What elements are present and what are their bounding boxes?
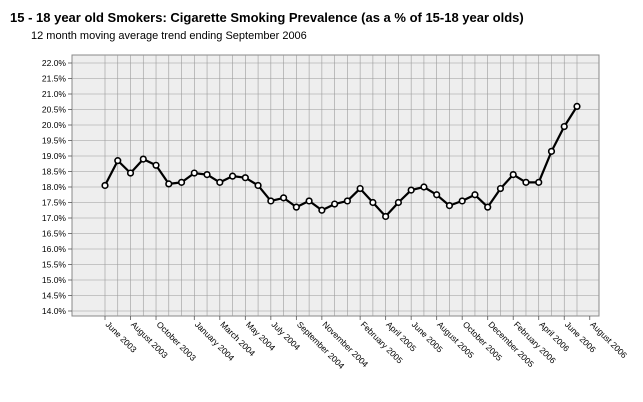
data-point bbox=[420, 183, 428, 191]
data-point bbox=[509, 171, 517, 179]
y-tick-label: 14.0% bbox=[42, 306, 67, 316]
data-point bbox=[407, 186, 415, 194]
data-point bbox=[267, 197, 275, 205]
y-tick-label: 15.5% bbox=[42, 260, 67, 270]
x-tick-label: September 2004 bbox=[295, 319, 347, 371]
data-point bbox=[535, 178, 543, 186]
y-tick-label: 16.5% bbox=[42, 229, 67, 239]
y-tick-label: 15.0% bbox=[42, 275, 67, 285]
data-point bbox=[382, 212, 390, 221]
data-point bbox=[152, 161, 160, 169]
data-point bbox=[126, 169, 135, 177]
data-point bbox=[484, 203, 492, 211]
y-tick-label: 17.5% bbox=[42, 198, 67, 208]
y-tick-label: 18.0% bbox=[42, 182, 67, 192]
data-point bbox=[573, 102, 581, 110]
data-point bbox=[241, 174, 249, 182]
plot-area bbox=[71, 54, 600, 317]
grid bbox=[72, 55, 599, 316]
data-point bbox=[458, 197, 466, 205]
data-point bbox=[101, 181, 109, 190]
y-tick-label: 21.5% bbox=[42, 74, 67, 84]
y-tick-label: 16.0% bbox=[42, 244, 67, 254]
data-point bbox=[216, 178, 224, 186]
data-point bbox=[279, 194, 288, 202]
data-point bbox=[433, 191, 441, 199]
data-point bbox=[496, 184, 505, 193]
y-tick-label: 19.0% bbox=[42, 151, 67, 161]
series-smoking-prevalence bbox=[101, 102, 581, 221]
data-point bbox=[228, 172, 237, 180]
data-point bbox=[254, 181, 262, 190]
chart-subtitle: 12 month moving average trend ending Sep… bbox=[31, 30, 307, 42]
data-point bbox=[445, 202, 454, 210]
chart-title: 15 - 18 year old Smokers: Cigarette Smok… bbox=[10, 10, 524, 25]
data-point bbox=[318, 206, 326, 214]
data-point bbox=[369, 198, 377, 207]
data-point bbox=[522, 178, 530, 186]
data-point bbox=[177, 178, 186, 186]
data-point bbox=[203, 171, 211, 179]
data-point bbox=[560, 122, 568, 131]
y-tick-label: 20.0% bbox=[42, 120, 67, 130]
y-tick-label: 17.0% bbox=[42, 213, 67, 223]
data-point bbox=[331, 200, 339, 208]
y-tick-label: 20.5% bbox=[42, 105, 67, 115]
data-point bbox=[547, 147, 556, 155]
data-point bbox=[394, 198, 403, 207]
data-point bbox=[114, 157, 122, 165]
y-tick-label: 19.5% bbox=[42, 136, 67, 146]
y-axis: 22.0% 21.5% 21.0% 20.5% 20.0% 19.5% 19.0% 18.5%… bbox=[42, 58, 72, 316]
y-tick-label: 22.0% bbox=[42, 58, 67, 68]
data-point bbox=[190, 169, 198, 177]
y-tick-label: 21.0% bbox=[42, 89, 67, 99]
y-tick-label: 18.5% bbox=[42, 167, 67, 177]
y-tick-label: 14.5% bbox=[42, 291, 67, 301]
data-point bbox=[292, 203, 300, 211]
data-point bbox=[356, 184, 364, 193]
data-point bbox=[165, 180, 173, 188]
data-point bbox=[305, 197, 313, 205]
data-point bbox=[343, 197, 351, 205]
data-point bbox=[471, 191, 479, 199]
data-point bbox=[139, 155, 147, 163]
x-tick-label: August 2006 bbox=[588, 319, 629, 360]
